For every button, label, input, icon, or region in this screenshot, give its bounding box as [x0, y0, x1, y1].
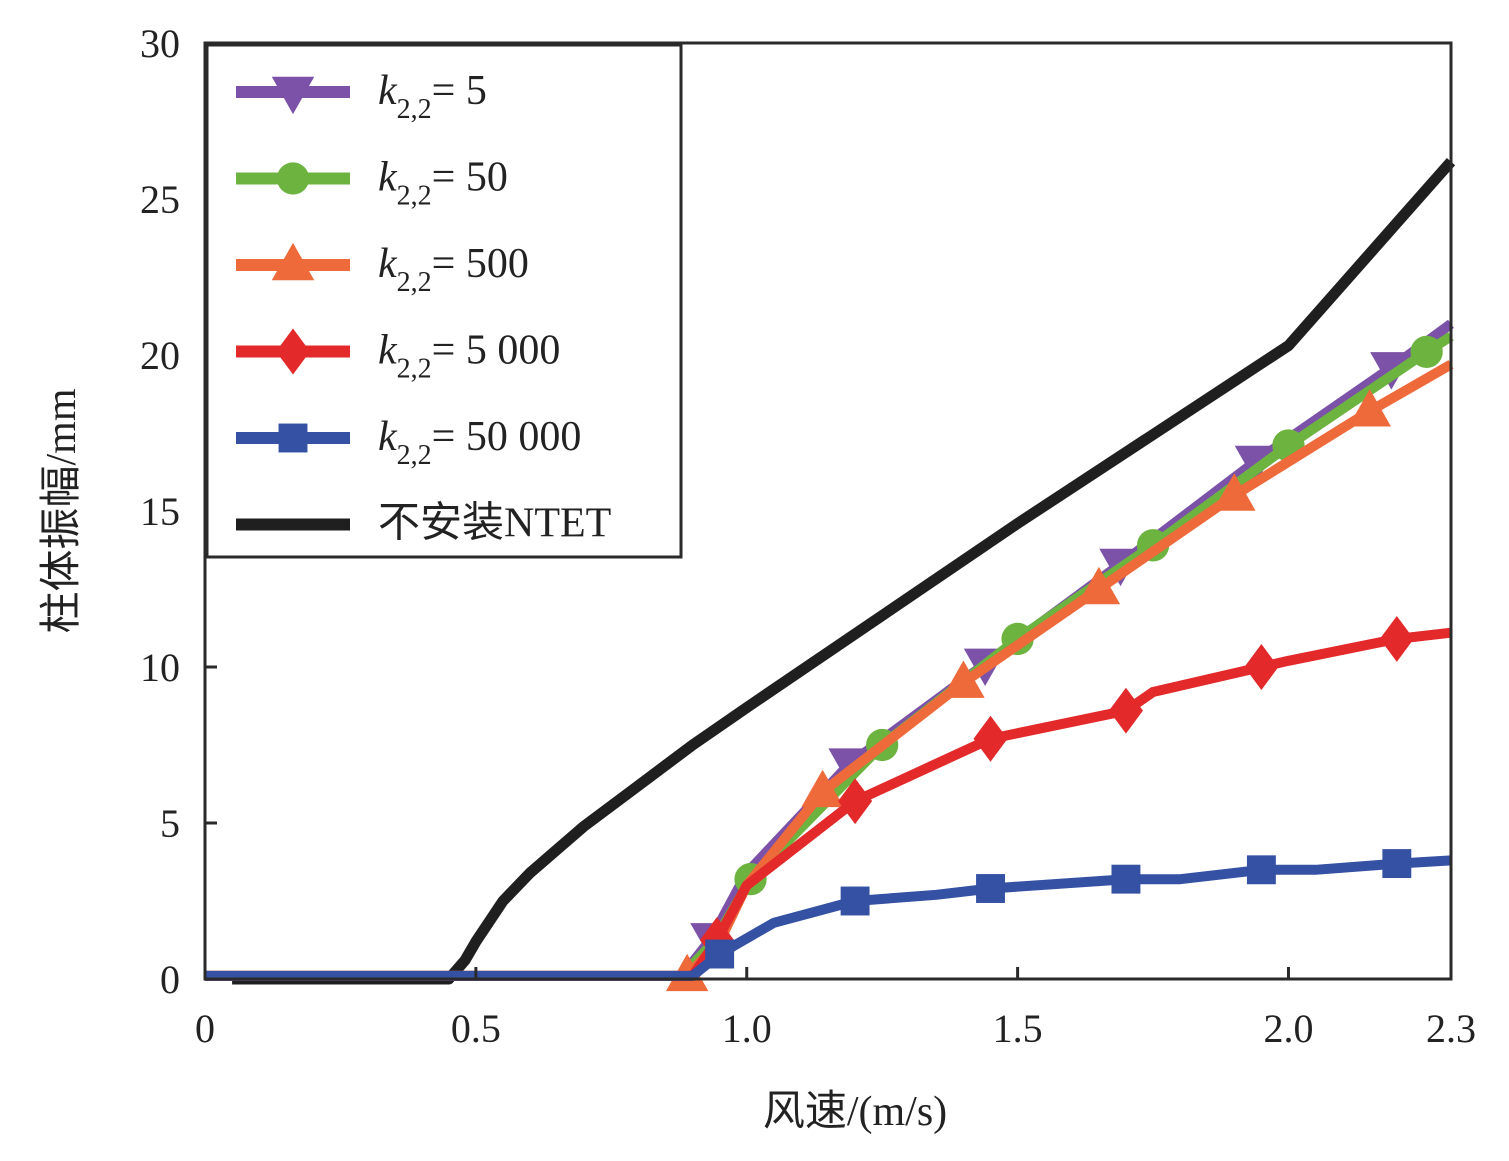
legend-item: k2,2= 50	[236, 155, 508, 212]
data-point	[801, 769, 844, 808]
legend-item: 不安装NTET	[236, 501, 611, 547]
legend-swatch-line	[236, 518, 350, 531]
data-point	[1244, 644, 1279, 690]
y-axis-label: 柱体振幅/mm	[39, 388, 85, 633]
data-point	[976, 874, 1005, 903]
legend-label: k2,2= 500	[378, 241, 529, 298]
data-point	[1410, 335, 1443, 369]
data-point	[1379, 615, 1414, 662]
x-tick-label: 1.0	[722, 1006, 772, 1051]
legend-item: k2,2= 50 000	[236, 414, 581, 471]
y-tick-label: 0	[160, 957, 180, 1002]
data-point	[1111, 864, 1141, 894]
data-point	[1213, 473, 1256, 511]
data-point	[1108, 687, 1143, 734]
legend: k2,2= 5 k2,2= 50 k2,2= 500 k2,2= 5 000 k2,2=…	[205, 43, 683, 559]
data-point	[1382, 849, 1412, 879]
y-tick-label: 20	[140, 333, 180, 378]
y-tick-label: 15	[140, 489, 180, 534]
legend-label: k2,2= 5	[378, 68, 487, 125]
x-tick-label: 2.3	[1426, 1006, 1476, 1051]
legend-label: 不安装NTET	[378, 501, 611, 547]
legend-item: k2,2= 5	[236, 68, 487, 125]
x-tick-label: 2.0	[1263, 1006, 1313, 1051]
data-point	[705, 939, 735, 969]
legend-label: k2,2= 50 000	[378, 414, 581, 471]
series-5	[232, 157, 1456, 985]
y-tick-label: 30	[140, 21, 180, 66]
series-layer	[205, 157, 1456, 992]
data-point	[840, 886, 870, 916]
legend-marker-diamond	[276, 328, 310, 375]
data-point	[1348, 389, 1391, 427]
x-axis-label: 风速/(m/s)	[763, 1089, 947, 1135]
legend-marker-square	[278, 423, 308, 453]
legend-marker-triangle-up	[271, 242, 315, 281]
legend-marker-triangle-down	[271, 76, 315, 115]
legend-label: k2,2= 5 000	[378, 328, 560, 385]
legend-label: k2,2= 50	[378, 155, 508, 212]
ticks-layer: 0 0.5 1.0 1.5 2.0 2.3 0 5 10 15 20 25 30	[140, 21, 1476, 1051]
y-tick-label: 5	[160, 801, 180, 846]
data-point	[1077, 566, 1121, 605]
legend-item: k2,2= 500	[236, 241, 529, 298]
series-4	[205, 849, 1452, 981]
legend-box	[205, 43, 683, 559]
x-tick-label: 1.5	[993, 1006, 1043, 1051]
legend-item: k2,2= 5 000	[236, 328, 560, 385]
data-point	[838, 778, 873, 825]
y-tick-label: 10	[140, 645, 180, 690]
data-point	[973, 715, 1008, 762]
data-point	[1246, 855, 1276, 885]
series-line	[232, 157, 1456, 985]
legend-marker-circle	[276, 162, 310, 195]
data-point	[942, 660, 985, 698]
x-tick-label: 0	[195, 1006, 215, 1051]
y-tick-label: 25	[140, 177, 180, 222]
x-tick-label: 0.5	[451, 1006, 501, 1051]
